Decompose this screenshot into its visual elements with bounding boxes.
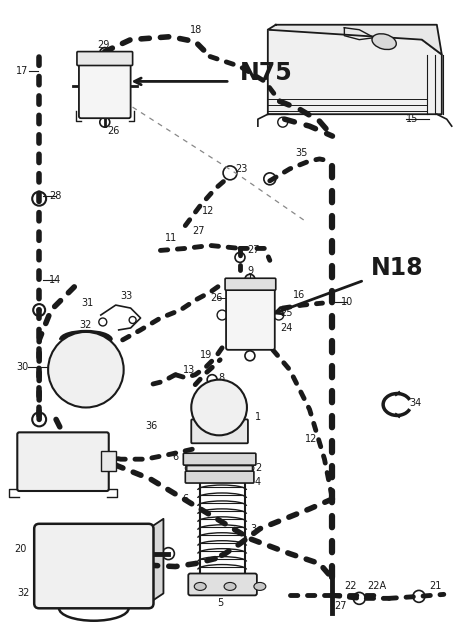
FancyBboxPatch shape: [79, 54, 131, 118]
Text: 28: 28: [49, 191, 62, 201]
Text: 1: 1: [255, 412, 261, 422]
Text: N18: N18: [371, 256, 424, 280]
Text: 3: 3: [250, 524, 256, 534]
Text: 6: 6: [173, 452, 179, 462]
Text: 18: 18: [190, 25, 202, 35]
Text: 27: 27: [335, 601, 347, 612]
FancyBboxPatch shape: [187, 465, 253, 474]
Ellipse shape: [254, 583, 266, 590]
Circle shape: [245, 351, 255, 361]
Text: 15: 15: [406, 114, 419, 124]
Ellipse shape: [194, 583, 206, 590]
Circle shape: [100, 117, 110, 127]
Text: 13: 13: [183, 365, 196, 375]
Circle shape: [33, 304, 45, 316]
Text: 36: 36: [146, 421, 158, 431]
Circle shape: [32, 192, 46, 206]
Circle shape: [413, 590, 425, 603]
Text: 19: 19: [200, 350, 212, 360]
FancyBboxPatch shape: [17, 432, 109, 491]
Text: 12: 12: [305, 435, 317, 444]
FancyBboxPatch shape: [77, 51, 133, 65]
FancyBboxPatch shape: [34, 524, 154, 608]
Text: 27: 27: [192, 226, 205, 235]
Circle shape: [99, 318, 107, 326]
Ellipse shape: [224, 583, 236, 590]
Text: 4: 4: [255, 477, 261, 487]
Circle shape: [48, 332, 124, 408]
Text: 26: 26: [107, 126, 119, 136]
Text: 32: 32: [79, 320, 91, 330]
Text: 24: 24: [281, 323, 293, 333]
Circle shape: [211, 399, 227, 415]
Text: 7: 7: [250, 578, 256, 588]
Text: 16: 16: [292, 290, 305, 300]
Text: 11: 11: [165, 233, 178, 244]
Text: 8: 8: [218, 372, 224, 383]
Text: 22: 22: [345, 581, 357, 592]
Text: 29: 29: [97, 40, 109, 49]
Text: 25: 25: [281, 308, 293, 318]
Circle shape: [64, 561, 74, 570]
FancyBboxPatch shape: [191, 419, 248, 444]
Text: 20: 20: [14, 544, 27, 554]
Circle shape: [278, 117, 288, 127]
Polygon shape: [268, 25, 442, 54]
Text: 22A: 22A: [367, 581, 386, 592]
Polygon shape: [268, 29, 442, 114]
Circle shape: [274, 310, 284, 320]
Text: 33: 33: [121, 291, 133, 301]
FancyBboxPatch shape: [226, 281, 275, 350]
Circle shape: [353, 592, 365, 604]
Circle shape: [245, 274, 255, 284]
Circle shape: [163, 547, 174, 560]
FancyBboxPatch shape: [185, 471, 254, 483]
Ellipse shape: [372, 34, 396, 49]
Text: 6: 6: [182, 494, 189, 504]
Circle shape: [217, 310, 227, 320]
FancyBboxPatch shape: [188, 574, 257, 595]
Circle shape: [223, 166, 237, 180]
FancyBboxPatch shape: [183, 453, 256, 465]
Text: 17: 17: [16, 67, 28, 76]
Text: 21: 21: [429, 581, 441, 592]
FancyBboxPatch shape: [101, 451, 116, 471]
Circle shape: [207, 375, 217, 385]
Circle shape: [57, 554, 81, 578]
Text: 26: 26: [210, 293, 222, 303]
Text: 23: 23: [235, 164, 247, 174]
FancyBboxPatch shape: [225, 278, 276, 290]
Text: 34: 34: [409, 397, 421, 408]
Circle shape: [32, 412, 46, 426]
Circle shape: [235, 253, 245, 262]
Text: 30: 30: [16, 362, 28, 372]
Text: 32: 32: [17, 588, 30, 599]
Text: 2: 2: [255, 463, 261, 473]
Text: N75: N75: [240, 62, 293, 85]
Circle shape: [185, 464, 193, 472]
Circle shape: [264, 173, 276, 185]
Text: 9: 9: [247, 266, 253, 276]
Text: 10: 10: [341, 297, 354, 307]
Text: 27: 27: [247, 246, 259, 255]
Circle shape: [246, 464, 254, 472]
Circle shape: [100, 47, 110, 58]
Circle shape: [191, 379, 247, 435]
Text: 35: 35: [296, 148, 308, 158]
Text: 14: 14: [49, 275, 61, 285]
Text: 31: 31: [81, 298, 93, 308]
Text: 5: 5: [217, 598, 223, 608]
Circle shape: [129, 317, 136, 324]
Text: 12: 12: [202, 206, 215, 215]
Polygon shape: [148, 519, 164, 603]
